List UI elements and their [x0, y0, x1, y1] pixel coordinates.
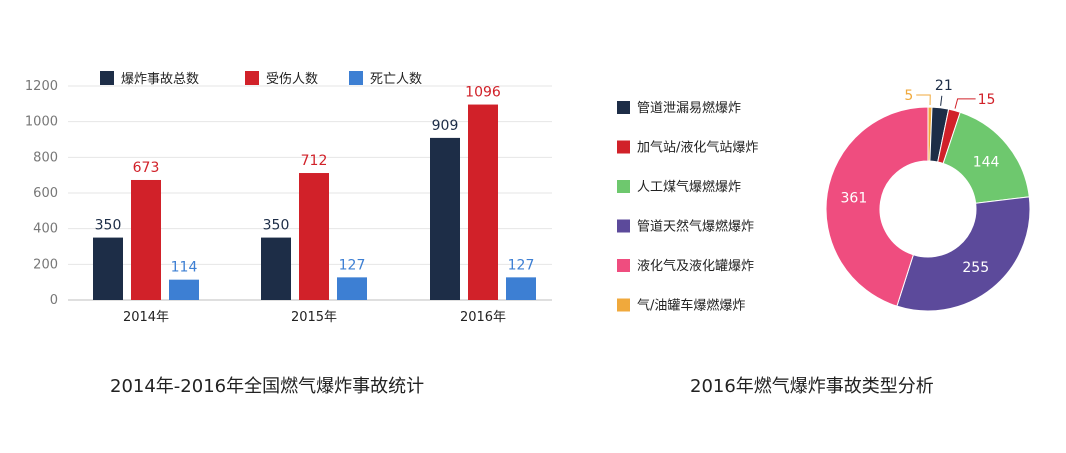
bar	[131, 179, 161, 300]
legend-swatch	[245, 71, 259, 85]
slice-value-label: 144	[973, 155, 1000, 171]
legend-label: 受伤人数	[266, 72, 318, 87]
data-label: 114	[171, 260, 198, 276]
donut-chart-title: 2016年燃气爆炸事故类型分析	[690, 376, 934, 397]
donut-slice	[896, 196, 1031, 312]
leader-line	[940, 95, 943, 106]
legend-swatch	[617, 180, 630, 193]
y-tick-label: 0	[50, 293, 58, 308]
data-label: 909	[432, 118, 459, 134]
bar-chart: 0 200 400 600 800 1000 1200 爆炸事故总数 受伤人数 死亡人数 350 67…	[25, 71, 552, 325]
data-label: 127	[339, 257, 366, 273]
y-tick-label: 800	[33, 150, 58, 165]
legend-swatch	[617, 259, 630, 272]
data-label: 350	[95, 218, 122, 234]
donut-slice	[825, 106, 929, 307]
leader-line	[954, 98, 976, 109]
legend-swatch	[617, 140, 630, 154]
legend-swatch	[617, 298, 630, 312]
x-tick-label: 2015年	[291, 310, 337, 325]
legend-label: 液化气及液化罐爆炸	[637, 258, 754, 274]
slice-value-label: 5	[904, 88, 913, 104]
data-label: 350	[263, 218, 290, 234]
legend-label: 气/油罐车爆燃爆炸	[637, 298, 745, 314]
data-label: 673	[133, 160, 160, 176]
bar	[169, 279, 199, 300]
y-tick-label: 1200	[25, 79, 58, 94]
legend-label: 死亡人数	[370, 72, 422, 87]
legend-label: 人工煤气爆燃爆炸	[637, 179, 741, 195]
legend-swatch	[349, 71, 363, 85]
leader-line	[916, 94, 931, 106]
slice-value-label: 255	[962, 260, 989, 276]
legend-label: 爆炸事故总数	[121, 72, 199, 87]
legend-label: 管道泄漏易燃爆炸	[637, 100, 741, 116]
y-tick-label: 400	[33, 222, 58, 237]
x-tick-label: 2014年	[123, 310, 169, 325]
y-tick-label: 600	[33, 186, 58, 201]
x-tick-label: 2016年	[460, 310, 506, 325]
y-tick-label: 200	[33, 257, 58, 272]
legend-label: 管道天然气爆燃爆炸	[637, 219, 754, 235]
slice-value-label: 21	[935, 78, 953, 94]
slice-value-label: 361	[841, 190, 868, 206]
legend-swatch	[617, 219, 630, 233]
donut-chart: 5 21 15 144 255 361 管道泄漏易燃爆炸加气站/液化气站爆炸人工煤气爆燃爆炸…	[617, 78, 1031, 314]
bar	[468, 104, 498, 301]
data-label: 127	[508, 257, 535, 273]
legend-swatch	[617, 101, 630, 114]
bar-chart-title: 2014年-2016年全国燃气爆炸事故统计	[110, 376, 425, 397]
y-tick-label: 1000	[25, 115, 58, 130]
bar	[506, 277, 536, 300]
bar	[430, 137, 460, 300]
bar	[261, 237, 291, 300]
slice-value-label: 15	[978, 92, 996, 108]
legend-label: 加气站/液化气站爆炸	[637, 140, 758, 156]
bar	[93, 237, 123, 300]
bar	[299, 173, 329, 300]
data-label: 1096	[465, 85, 501, 101]
data-label: 712	[301, 153, 328, 169]
legend-swatch	[100, 71, 114, 85]
bar	[337, 277, 367, 300]
